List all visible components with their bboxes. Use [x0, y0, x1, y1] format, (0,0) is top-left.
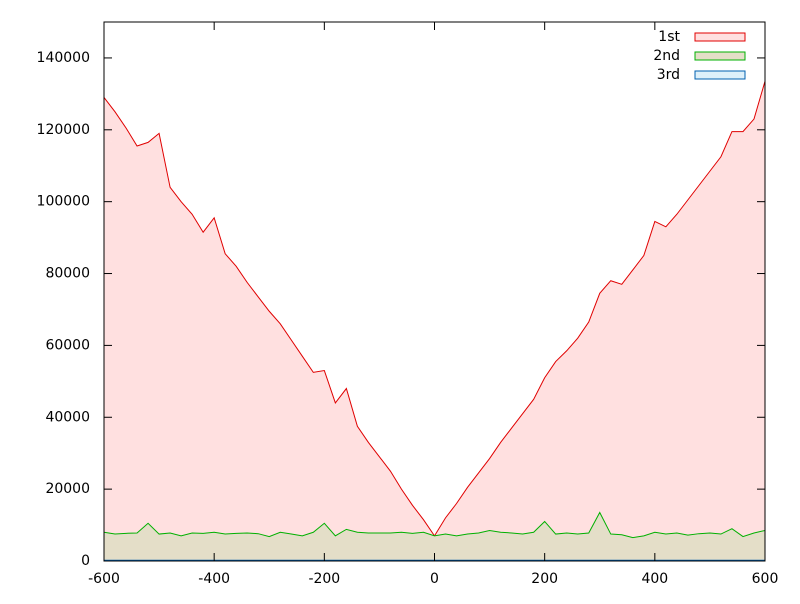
plot-border	[103, 21, 766, 562]
x-tick-label: -200	[308, 571, 340, 587]
y-tick-label: 0	[81, 553, 90, 569]
y-tick-label: 140000	[37, 50, 90, 66]
y-tick-label: 120000	[37, 122, 90, 138]
y-tick-label: 80000	[45, 266, 90, 282]
x-tick-label: 200	[531, 571, 558, 587]
y-tick-label: 100000	[37, 194, 90, 210]
legend-swatch	[694, 70, 746, 80]
y-tick-label: 60000	[45, 337, 90, 353]
area-fill	[104, 512, 765, 561]
y-tick-label: 40000	[45, 409, 90, 425]
y-tick-label: 20000	[45, 481, 90, 497]
x-tick-label: 600	[752, 571, 779, 587]
legend-swatch	[694, 51, 746, 61]
legend-label: 2nd	[653, 48, 680, 64]
area-fill	[104, 81, 765, 561]
x-tick-label: -600	[88, 571, 120, 587]
legend-label: 3rd	[657, 67, 680, 83]
area-line	[103, 511, 766, 539]
x-tick-label: 0	[430, 571, 439, 587]
legend-swatch	[694, 32, 746, 42]
legend-label: 1st	[658, 29, 680, 45]
x-tick-label: 400	[641, 571, 668, 587]
x-tick-label: -400	[198, 571, 230, 587]
